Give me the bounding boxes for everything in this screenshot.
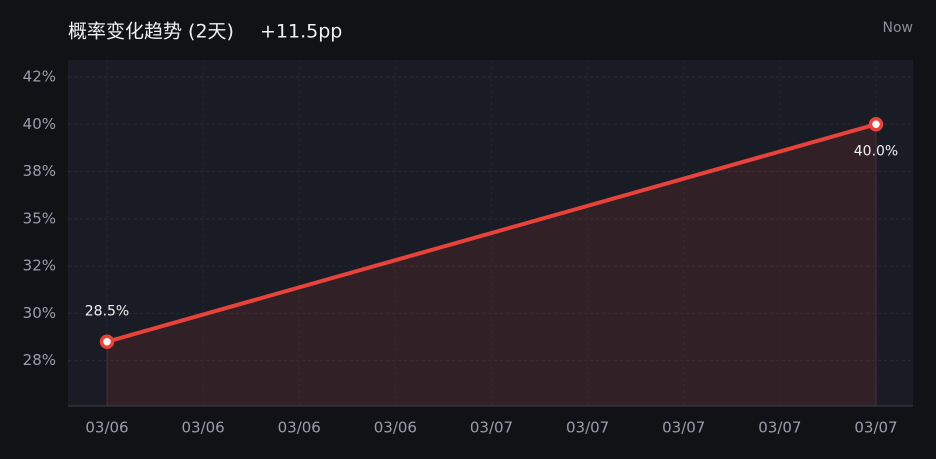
chart-title: 概率变化趋势 (2天)	[68, 21, 234, 43]
x-tick-label: 03/07	[470, 419, 513, 437]
corner-label: Now	[883, 20, 914, 36]
y-tick-label: 38%	[23, 162, 56, 180]
point	[99, 334, 115, 349]
x-tick-label: 03/07	[758, 419, 801, 437]
change-label: +11.5pp	[260, 21, 342, 43]
x-tick-label: 03/07	[854, 419, 897, 437]
y-tick-label: 32%	[23, 257, 56, 275]
y-tick-label: 28%	[23, 351, 56, 369]
area	[107, 124, 876, 407]
data-label: 28.5%	[85, 304, 129, 320]
y-tick-label: 40%	[23, 115, 56, 133]
x-tick-label: 03/06	[182, 419, 225, 437]
y-tick-label: 30%	[23, 304, 56, 322]
point	[868, 117, 884, 132]
y-tick-label: 42%	[23, 68, 56, 86]
x-tick-label: 03/06	[374, 419, 417, 437]
data-label: 40.0%	[854, 143, 898, 159]
x-tick-label: 03/06	[85, 419, 128, 437]
y-tick-label: 35%	[23, 209, 56, 227]
line	[106, 122, 877, 344]
x-tick-label: 03/07	[662, 419, 705, 437]
x-tick-label: 03/06	[278, 419, 321, 437]
x-tick-label: 03/07	[566, 419, 609, 437]
